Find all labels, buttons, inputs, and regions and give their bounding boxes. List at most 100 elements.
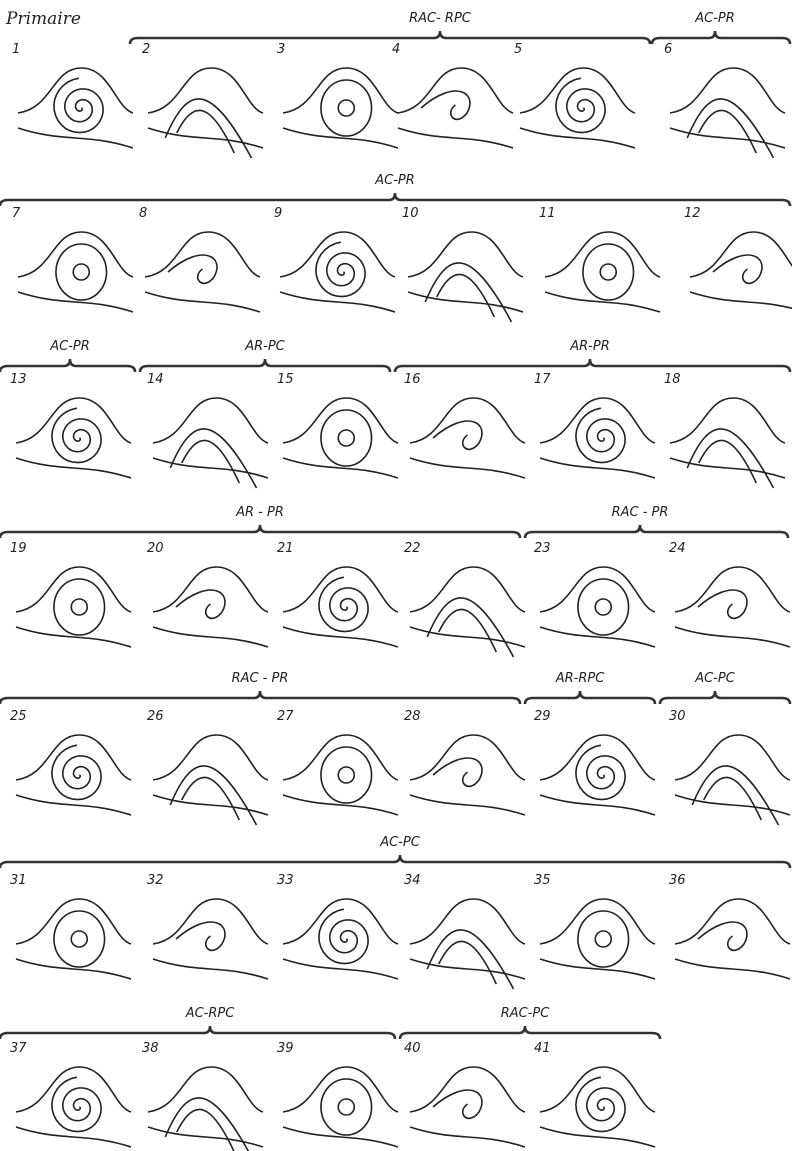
sketch-ring bbox=[594, 598, 613, 616]
sketch-line bbox=[147, 67, 264, 114]
panel-number: 34 bbox=[404, 873, 421, 888]
sketch-line bbox=[282, 127, 399, 149]
sketch-line bbox=[407, 231, 524, 278]
panel-number: 16 bbox=[404, 372, 421, 387]
sketch-line bbox=[152, 794, 269, 816]
brace bbox=[128, 30, 652, 45]
sketch-line bbox=[15, 457, 132, 479]
sketch-line bbox=[409, 1066, 526, 1113]
panel-number: 15 bbox=[277, 372, 294, 387]
group-label: RAC - PR bbox=[612, 505, 669, 520]
sketch-line bbox=[15, 566, 132, 613]
sketch-line bbox=[689, 231, 792, 278]
brace bbox=[398, 1025, 662, 1040]
brace bbox=[658, 690, 792, 705]
group-label: AC-PR bbox=[49, 339, 90, 354]
panel-number: 9 bbox=[274, 206, 282, 221]
sketch-line bbox=[282, 1066, 399, 1113]
sketch-line bbox=[432, 757, 483, 788]
sketch-line bbox=[181, 439, 240, 484]
sketch-line bbox=[438, 940, 497, 985]
sketch-line bbox=[432, 420, 483, 451]
sketch-line bbox=[176, 109, 235, 154]
primary-label: Primaire bbox=[5, 9, 81, 29]
sketch-line bbox=[669, 67, 786, 114]
sketch-line bbox=[539, 1066, 656, 1113]
sketch-line bbox=[697, 589, 748, 620]
panel-number: 40 bbox=[404, 1041, 421, 1056]
group-label: AR-PC bbox=[244, 339, 285, 354]
sketch-line bbox=[397, 67, 514, 114]
sketch-line bbox=[15, 626, 132, 648]
sketch-line bbox=[674, 898, 791, 945]
panel-number: 35 bbox=[534, 873, 551, 888]
sketch-line bbox=[686, 98, 775, 159]
panel-number: 4 bbox=[392, 42, 400, 57]
sketch-line bbox=[544, 231, 661, 278]
sketch-line bbox=[674, 734, 791, 781]
sketch-line bbox=[279, 291, 396, 313]
group-label: AC-PC bbox=[379, 835, 421, 850]
sketch-ring bbox=[337, 766, 356, 784]
sketch-ring bbox=[55, 243, 108, 301]
panel-number: 6 bbox=[664, 42, 672, 57]
sketch-line bbox=[318, 576, 369, 633]
sketch-line bbox=[17, 127, 134, 149]
panel-number: 2 bbox=[142, 42, 150, 57]
sketch-line bbox=[152, 566, 269, 613]
brace bbox=[0, 854, 792, 869]
sketch-line bbox=[426, 929, 515, 990]
sketch-line bbox=[697, 921, 748, 952]
sketch-line bbox=[409, 397, 526, 444]
group-label: RAC-PC bbox=[501, 1006, 551, 1021]
sketch-line bbox=[426, 597, 515, 658]
group-label: AC-PR bbox=[374, 173, 415, 188]
sketch-line bbox=[539, 958, 656, 980]
sketch-line bbox=[539, 566, 656, 613]
sketch-line bbox=[51, 744, 102, 801]
sketch-line bbox=[686, 428, 775, 489]
sketch-line bbox=[152, 457, 269, 479]
sketch-line bbox=[409, 1126, 526, 1148]
panel-number: 25 bbox=[10, 709, 27, 724]
sketch-line bbox=[575, 1076, 626, 1133]
sketch-line bbox=[15, 958, 132, 980]
panel-number: 14 bbox=[147, 372, 164, 387]
panel-number: 11 bbox=[539, 206, 556, 221]
sketch-line bbox=[176, 1108, 235, 1151]
sketch-line bbox=[152, 734, 269, 781]
sketch-line bbox=[669, 457, 786, 479]
sketch-line bbox=[315, 241, 366, 298]
panel-number: 38 bbox=[142, 1041, 159, 1056]
brace bbox=[0, 192, 792, 207]
sketch-line bbox=[15, 1066, 132, 1113]
sketch-line bbox=[669, 397, 786, 444]
sketch-line bbox=[409, 958, 526, 980]
sketch-line bbox=[282, 734, 399, 781]
panel-number: 8 bbox=[139, 206, 147, 221]
panel-number: 13 bbox=[10, 372, 27, 387]
sketch-line bbox=[282, 794, 399, 816]
group-label: AC-PC bbox=[694, 671, 736, 686]
sketch-line bbox=[698, 439, 757, 484]
panel-number: 28 bbox=[404, 709, 421, 724]
sketch-line bbox=[432, 1089, 483, 1120]
sketch-line bbox=[152, 626, 269, 648]
sketch-ring bbox=[599, 263, 618, 281]
sketch-line bbox=[144, 291, 261, 313]
panel-number: 21 bbox=[277, 541, 294, 556]
group-label: AR-RPC bbox=[555, 671, 605, 686]
sketch-line bbox=[669, 127, 786, 149]
panel-number: 20 bbox=[147, 541, 164, 556]
sketch-ring bbox=[337, 1098, 356, 1116]
sketch-line bbox=[282, 626, 399, 648]
sketch-ring bbox=[53, 578, 106, 636]
sketch-line bbox=[15, 898, 132, 945]
sketch-ring bbox=[337, 99, 356, 117]
panel-number: 22 bbox=[404, 541, 421, 556]
sketch-line bbox=[282, 397, 399, 444]
sketch-line bbox=[539, 1126, 656, 1148]
brace bbox=[523, 524, 790, 539]
sketch-line bbox=[282, 67, 399, 114]
sketch-line bbox=[519, 127, 636, 149]
